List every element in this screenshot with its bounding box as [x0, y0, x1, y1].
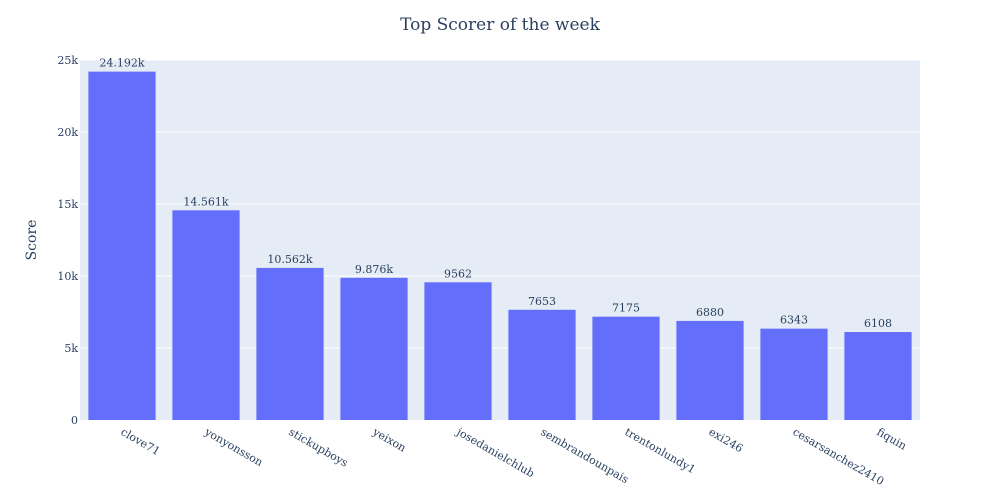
x-tick-label: exi246: [707, 425, 746, 455]
y-axis-title: Score: [24, 220, 40, 261]
bar-data-label: 6343: [780, 314, 808, 327]
bar-data-label: 10.562k: [267, 253, 312, 266]
bar-stickupboys: [256, 267, 324, 420]
bar-data-label: 6108: [864, 317, 892, 330]
bar-data-label: 9.876k: [355, 263, 393, 276]
bar-exi246: [676, 320, 744, 420]
x-tick-label: stickupboys: [287, 425, 351, 469]
chart-title: Top Scorer of the week: [400, 15, 601, 35]
bar-sembrandounpais: [508, 309, 576, 420]
bar-data-label: 7653: [528, 295, 556, 308]
bar-data-label: 6880: [696, 306, 724, 319]
bar-trentonlundy1: [592, 316, 660, 420]
y-tick-label: 20k: [57, 126, 78, 139]
bar-yeixon: [340, 277, 408, 420]
x-tick-label: fiquin: [875, 425, 909, 452]
y-tick-label: 0: [71, 414, 78, 427]
y-tick-label: 15k: [57, 198, 78, 211]
bar-data-labels: 24.192k 14.561k 10.562k 9.876k 9562 7653 7175 6…: [99, 57, 892, 330]
bar-yonyonsson: [172, 210, 240, 420]
x-tick-label: trentonlundy1: [623, 425, 698, 476]
y-axis-ticks: 0 5k 10k 15k 20k 25k: [57, 54, 78, 427]
x-tick-label: yonyonsson: [202, 425, 266, 469]
bar-data-label: 24.192k: [99, 57, 144, 70]
y-tick-label: 25k: [57, 54, 78, 67]
x-tick-label: sembrandounpais: [539, 425, 632, 486]
bars: [88, 71, 912, 421]
bar-cesarsanchez2410: [760, 328, 828, 420]
x-tick-label: cesarsanchez2410: [791, 425, 887, 488]
y-tick-label: 10k: [57, 270, 78, 283]
bar-data-label: 7175: [612, 302, 640, 315]
x-tick-label: josedanielchlub: [453, 424, 537, 480]
bar-fiquin: [844, 332, 912, 420]
bar-josedanielchlub: [424, 282, 492, 420]
y-tick-label: 5k: [64, 342, 78, 355]
bar-clove71: [88, 71, 156, 421]
x-tick-label: yeixon: [370, 425, 409, 455]
x-axis-ticks: clove71 yonyonsson stickupboys yeixon joseda…: [119, 424, 909, 488]
bar-data-label: 14.561k: [183, 195, 228, 208]
x-tick-label: clove71: [119, 425, 163, 458]
bar-data-label: 9562: [444, 267, 472, 280]
